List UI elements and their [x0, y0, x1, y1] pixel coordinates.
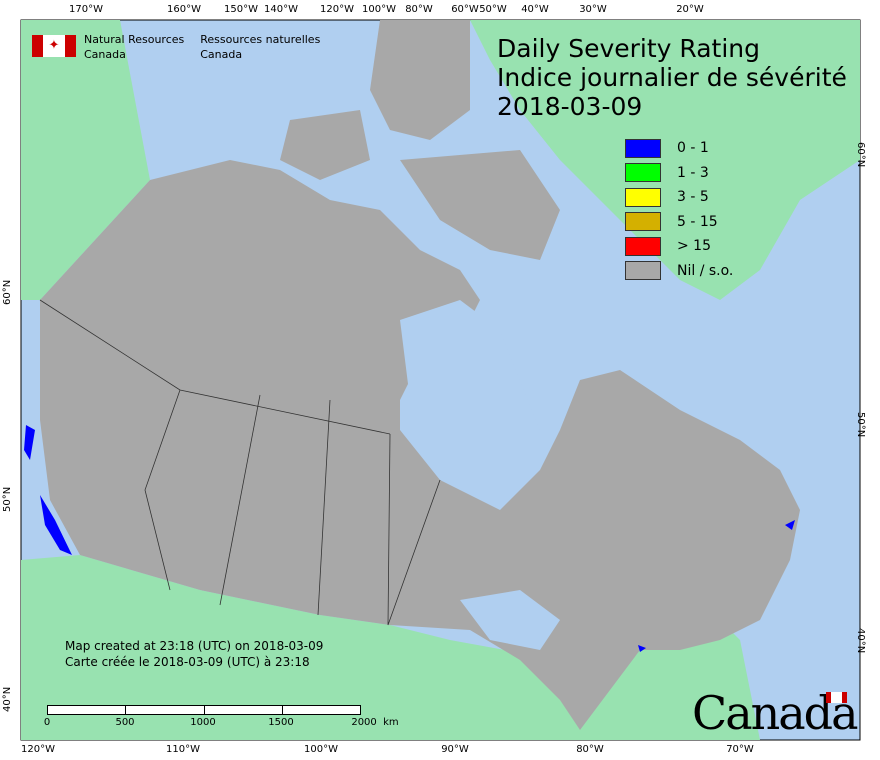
tick-label: 20°W: [676, 4, 704, 15]
alaska: [21, 20, 150, 300]
hudson-bay: [400, 300, 540, 470]
severity-area-haida-gwaii: [24, 425, 35, 460]
canada: [40, 160, 800, 730]
tick-label: 120°W: [21, 744, 55, 755]
severity-area-newfoundland: [785, 520, 795, 530]
nrcan-signature: ✦ Natural Resources Canada Ressources nat…: [32, 32, 320, 62]
tick-label: 90°W: [441, 744, 469, 755]
legend-label: 1 - 3: [677, 164, 709, 181]
legend-swatch: [625, 138, 661, 158]
province-borders: [144, 389, 441, 626]
legend-item: 1 - 3: [625, 161, 733, 186]
tick-label: 50°N: [2, 486, 13, 512]
tick-label: 40°W: [521, 4, 549, 15]
canada-flag-icon: ✦: [32, 35, 76, 57]
legend-label: 5 - 15: [677, 213, 718, 230]
tick-label: 100°W: [304, 744, 338, 755]
tick-label: 50°N: [855, 412, 866, 438]
tick-label: 80°W: [576, 744, 604, 755]
scale-label: 500: [115, 717, 135, 728]
scale-label: 1500: [268, 717, 294, 728]
tick-label: 70°W: [726, 744, 754, 755]
tick-label: 160°W: [167, 4, 201, 15]
tick-label: 100°W: [362, 4, 396, 15]
tick-label: 30°W: [579, 4, 607, 15]
baffin-island: [400, 150, 560, 260]
agency-fr-line1: Ressources naturelles: [200, 33, 321, 46]
legend-item: > 15: [625, 234, 733, 259]
legend-label: 0 - 1: [677, 140, 709, 157]
tick-label: 60°N: [855, 142, 866, 168]
great-lakes: [460, 590, 560, 650]
legend-item: Nil / s.o.: [625, 259, 733, 284]
scale-label: 2000 km: [351, 717, 399, 728]
arctic-island: [280, 110, 370, 180]
legend-swatch: [625, 236, 661, 256]
greenland: [470, 20, 860, 300]
ellesmere-island: [370, 20, 470, 140]
scale-label: 0: [43, 717, 51, 728]
scale-bar: 0 500 1000 1500 2000 km: [43, 705, 399, 729]
severity-area-bc-coast: [40, 495, 72, 555]
tick-label: 40°N: [855, 628, 866, 654]
wordmark-flag-icon: [826, 692, 847, 703]
tick-label: 120°W: [320, 4, 354, 15]
agency-en-line1: Natural Resources: [84, 33, 185, 46]
tick-label: 140°W: [264, 4, 298, 15]
legend-item: 3 - 5: [625, 185, 733, 210]
tick-label: 60°N: [2, 279, 13, 305]
tick-label: 60°W: [451, 4, 479, 15]
map-title: Daily Severity Rating Indice journalier …: [497, 34, 847, 121]
legend-label: 3 - 5: [677, 189, 709, 206]
created-fr: Carte créée le 2018-03-09 (UTC) à 23:18: [65, 655, 310, 669]
tick-label: 170°W: [69, 4, 103, 15]
legend-item: 5 - 15: [625, 210, 733, 235]
title-en: Daily Severity Rating: [497, 34, 761, 63]
creation-note: Map created at 23:18 (UTC) on 2018-03-09…: [65, 638, 323, 670]
legend-swatch: [625, 187, 661, 207]
legend-swatch: [625, 261, 661, 281]
title-fr: Indice journalier de sévérité: [497, 63, 847, 92]
created-en: Map created at 23:18 (UTC) on 2018-03-09: [65, 639, 324, 653]
legend: 0 - 1 1 - 3 3 - 5 5 - 15 > 15 Nil / s.o.: [625, 136, 733, 283]
agency-fr-line2: Canada: [200, 48, 243, 61]
tick-label: 50°W: [479, 4, 507, 15]
tick-label: 80°W: [405, 4, 433, 15]
severity-area-quebec: [638, 645, 646, 652]
tick-label: 150°W: [224, 4, 258, 15]
agency-en-line2: Canada: [84, 48, 126, 61]
legend-item: 0 - 1: [625, 136, 733, 161]
map-date: 2018-03-09: [497, 92, 643, 121]
scale-label: 1000: [190, 717, 216, 728]
tick-label: 110°W: [166, 744, 200, 755]
tick-label: 40°N: [2, 686, 13, 712]
legend-label: > 15: [677, 238, 711, 255]
legend-swatch: [625, 163, 661, 183]
legend-swatch: [625, 212, 661, 232]
legend-label: Nil / s.o.: [677, 262, 734, 279]
